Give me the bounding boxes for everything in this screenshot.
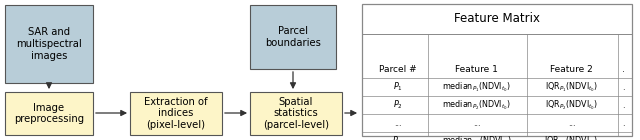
Text: .: . — [621, 82, 624, 92]
Text: ...: ... — [568, 118, 575, 128]
Bar — [130, 92, 222, 135]
Text: .: . — [621, 118, 624, 128]
Bar — [5, 92, 93, 135]
Text: Feature 2: Feature 2 — [550, 65, 593, 74]
Text: Extraction of
indices
(pixel-level): Extraction of indices (pixel-level) — [144, 97, 208, 130]
Text: median$_{P_1}$(NDVI$_{t_0}$): median$_{P_1}$(NDVI$_{t_0}$) — [442, 80, 511, 94]
Text: $P_M$: $P_M$ — [392, 135, 403, 140]
Text: median$_{P_M}$(NDVI$_{t_0}$): median$_{P_M}$(NDVI$_{t_0}$) — [442, 134, 511, 140]
Text: Parcel
boundaries: Parcel boundaries — [265, 26, 321, 48]
Text: .: . — [621, 65, 625, 74]
Text: Parcel #: Parcel # — [379, 65, 416, 74]
Text: .: . — [621, 136, 624, 140]
Text: Feature 1: Feature 1 — [455, 65, 498, 74]
Text: IQR$_{P_2}$(NDVI$_{t_0}$): IQR$_{P_2}$(NDVI$_{t_0}$) — [545, 98, 598, 112]
Bar — [362, 4, 632, 136]
Text: $P_2$: $P_2$ — [392, 99, 403, 111]
Text: median$_{P_2}$(NDVI$_{t_0}$): median$_{P_2}$(NDVI$_{t_0}$) — [442, 98, 511, 112]
Text: Spatial
statistics
(parcel-level): Spatial statistics (parcel-level) — [263, 97, 329, 130]
Text: Feature Matrix: Feature Matrix — [454, 12, 540, 25]
Bar — [5, 5, 93, 83]
Bar — [250, 5, 336, 69]
Text: Image
preprocessing: Image preprocessing — [14, 103, 84, 124]
Text: ...: ... — [473, 118, 480, 128]
Text: SAR and
multispectral
images: SAR and multispectral images — [16, 27, 82, 61]
Text: $P_1$: $P_1$ — [392, 81, 403, 93]
Bar — [250, 92, 342, 135]
Text: .: . — [621, 101, 624, 109]
Text: IQR$_{P_M}$(NDVI$_{t_0}$): IQR$_{P_M}$(NDVI$_{t_0}$) — [545, 134, 598, 140]
Text: ...: ... — [394, 118, 401, 128]
Text: IQR$_{P_1}$(NDVI$_{t_0}$): IQR$_{P_1}$(NDVI$_{t_0}$) — [545, 80, 598, 94]
